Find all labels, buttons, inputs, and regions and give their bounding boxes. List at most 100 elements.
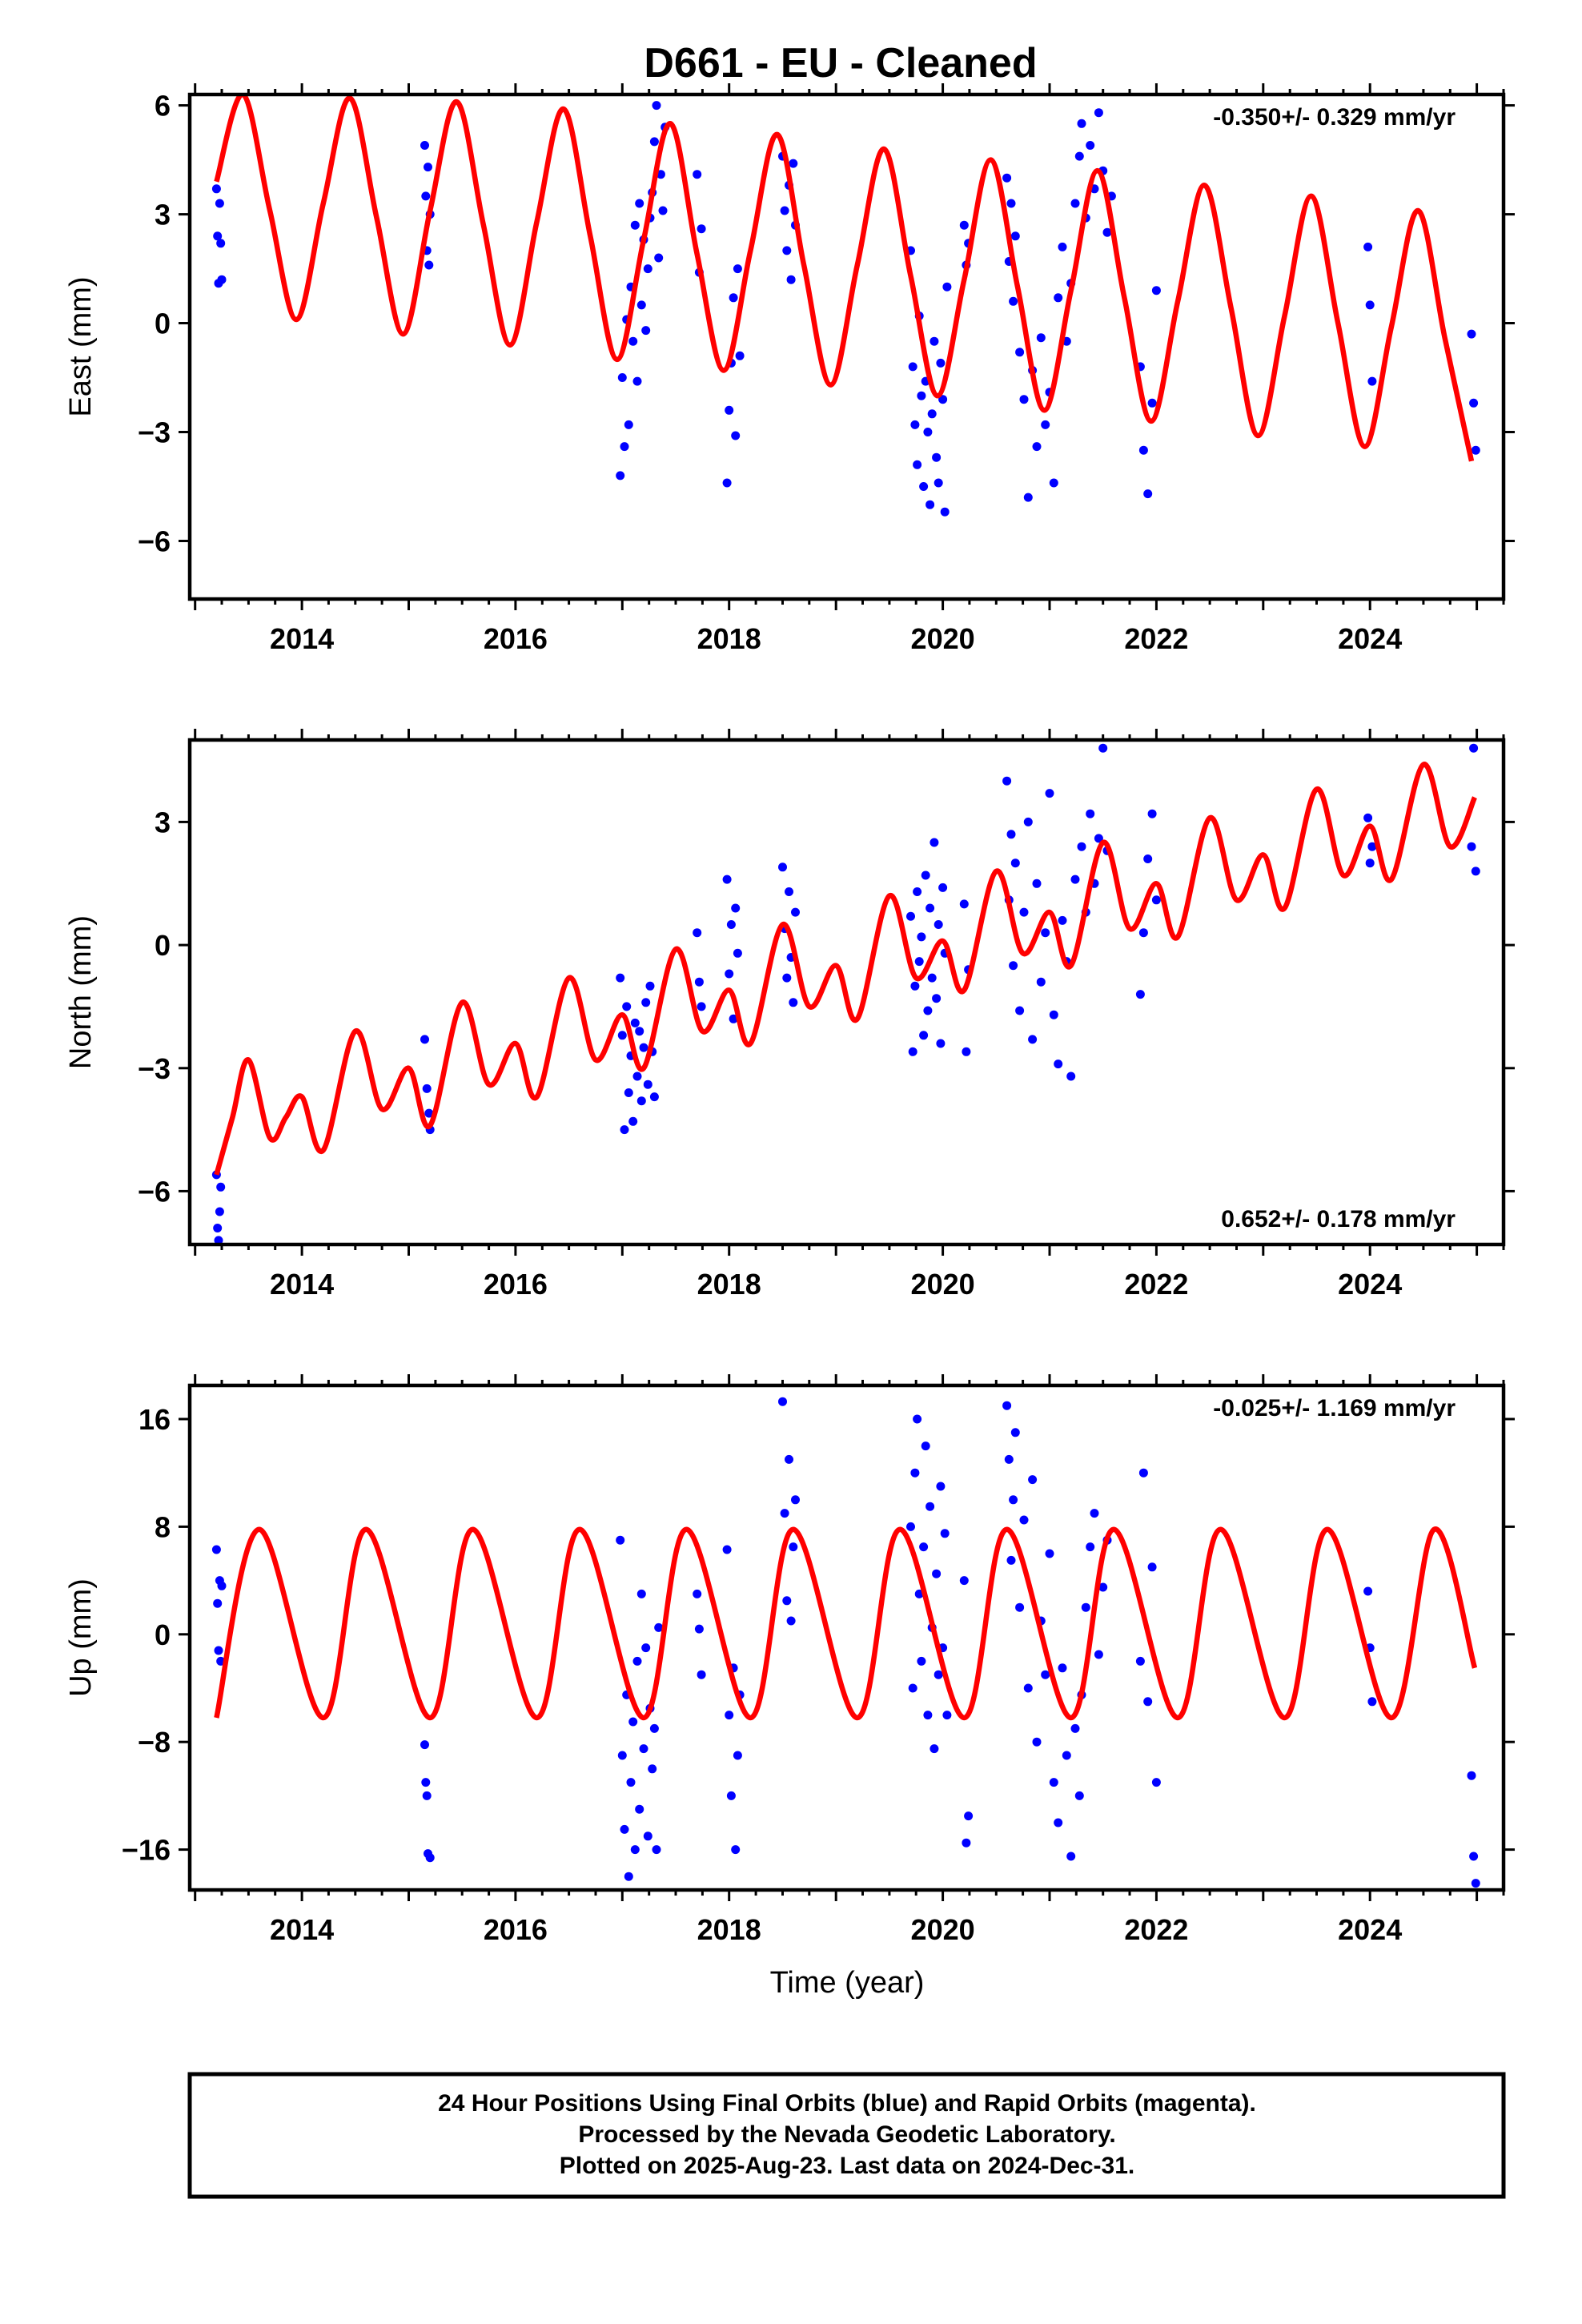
data-point (906, 911, 915, 921)
data-point (908, 1047, 917, 1056)
x-tick-label: 2014 (270, 622, 334, 655)
data-point (942, 282, 952, 292)
data-point (1102, 227, 1112, 237)
rate-label: -0.350+/- 0.329 mm/yr (1213, 104, 1456, 131)
north-panel: 2014 2016 2018 2020 2022 2024 −6 −3 0 3 North (mm)… (64, 729, 1515, 1301)
data-point (1066, 1852, 1076, 1861)
data-point (654, 253, 664, 263)
data-point (959, 220, 969, 230)
data-point (1086, 809, 1095, 818)
data-point (1045, 1549, 1054, 1558)
data-point (919, 482, 929, 491)
data-point (926, 903, 935, 913)
data-point (213, 1598, 223, 1608)
data-point (1086, 1542, 1095, 1552)
data-point (214, 1646, 223, 1655)
data-point (641, 326, 651, 336)
data-point (624, 1872, 633, 1881)
data-point (934, 1670, 943, 1679)
footer-line-3: Plotted on 2025-Aug-23. Last data on 202… (560, 2153, 1135, 2179)
data-point (694, 1624, 704, 1634)
data-point (211, 184, 221, 194)
data-point (422, 1084, 432, 1093)
data-point (725, 969, 734, 979)
data-point (1143, 489, 1153, 499)
data-point (1045, 789, 1054, 798)
data-point (906, 1522, 915, 1531)
data-point (908, 1683, 917, 1693)
data-point (1010, 858, 1020, 868)
data-point (1002, 776, 1012, 786)
data-point (926, 500, 935, 509)
data-point (940, 507, 950, 517)
data-point (645, 981, 655, 991)
data-point (422, 1791, 432, 1800)
data-point (641, 998, 651, 1007)
data-point (782, 246, 792, 255)
data-point (1006, 830, 1016, 839)
data-point (693, 170, 702, 179)
data-point (1365, 300, 1375, 310)
data-point (424, 1108, 434, 1118)
data-point (938, 395, 948, 404)
data-point (635, 1804, 644, 1814)
data-point (217, 1581, 227, 1590)
data-point (215, 199, 224, 208)
data-point (1015, 1602, 1025, 1612)
data-point (1036, 977, 1046, 987)
data-point (1009, 1495, 1018, 1505)
data-point (1147, 1562, 1157, 1572)
x-tick-label: 2016 (484, 622, 548, 655)
data-point (624, 420, 633, 429)
data-point (1469, 1852, 1479, 1861)
data-point (917, 1656, 926, 1666)
data-point (1098, 1582, 1108, 1592)
footer-line-1: 24 Hour Positions Using Final Orbits (bl… (438, 2090, 1256, 2117)
data-point (733, 264, 742, 274)
y-tick-label: 3 (155, 806, 171, 838)
data-point (1467, 1771, 1476, 1780)
x-tick-label: 2014 (270, 1268, 334, 1301)
data-point (1363, 242, 1373, 251)
x-tick-label: 2018 (697, 1913, 761, 1946)
data-point (1367, 376, 1377, 386)
data-point (636, 300, 646, 310)
data-point (964, 1811, 974, 1821)
data-point (731, 431, 741, 440)
data-point (656, 170, 665, 179)
data-point (1467, 329, 1476, 339)
data-points (211, 101, 1480, 517)
data-point (936, 358, 946, 368)
y-tick-label: −3 (138, 1052, 171, 1085)
data-point (729, 1014, 738, 1023)
data-point (785, 1454, 793, 1464)
data-point (694, 977, 704, 987)
rate-label: -0.025+/- 1.169 mm/yr (1213, 1395, 1456, 1421)
data-point (1019, 395, 1029, 404)
plot-frame (187, 92, 1506, 601)
data-point (1019, 1515, 1029, 1525)
data-point (908, 362, 917, 372)
data-point (1004, 1454, 1014, 1464)
data-point (620, 1125, 629, 1135)
data-point (1066, 1072, 1076, 1081)
data-point (641, 1643, 651, 1653)
data-point (731, 1845, 741, 1855)
data-point (620, 442, 629, 452)
y-tick-label: 8 (155, 1510, 171, 1543)
data-point (1009, 961, 1018, 971)
data-point (1015, 1006, 1025, 1015)
rate-label: 0.652+/- 0.178 mm/yr (1221, 1206, 1456, 1232)
data-point (722, 875, 732, 884)
data-point (1469, 743, 1479, 753)
data-point (424, 163, 432, 172)
data-point (658, 206, 668, 215)
data-point (923, 1711, 933, 1720)
data-point (1049, 478, 1058, 488)
data-point (1028, 1035, 1038, 1044)
data-point (617, 1031, 627, 1040)
data-point (652, 1845, 661, 1855)
data-point (913, 460, 922, 469)
y-tick-label: −3 (138, 416, 171, 449)
data-point (913, 887, 922, 896)
